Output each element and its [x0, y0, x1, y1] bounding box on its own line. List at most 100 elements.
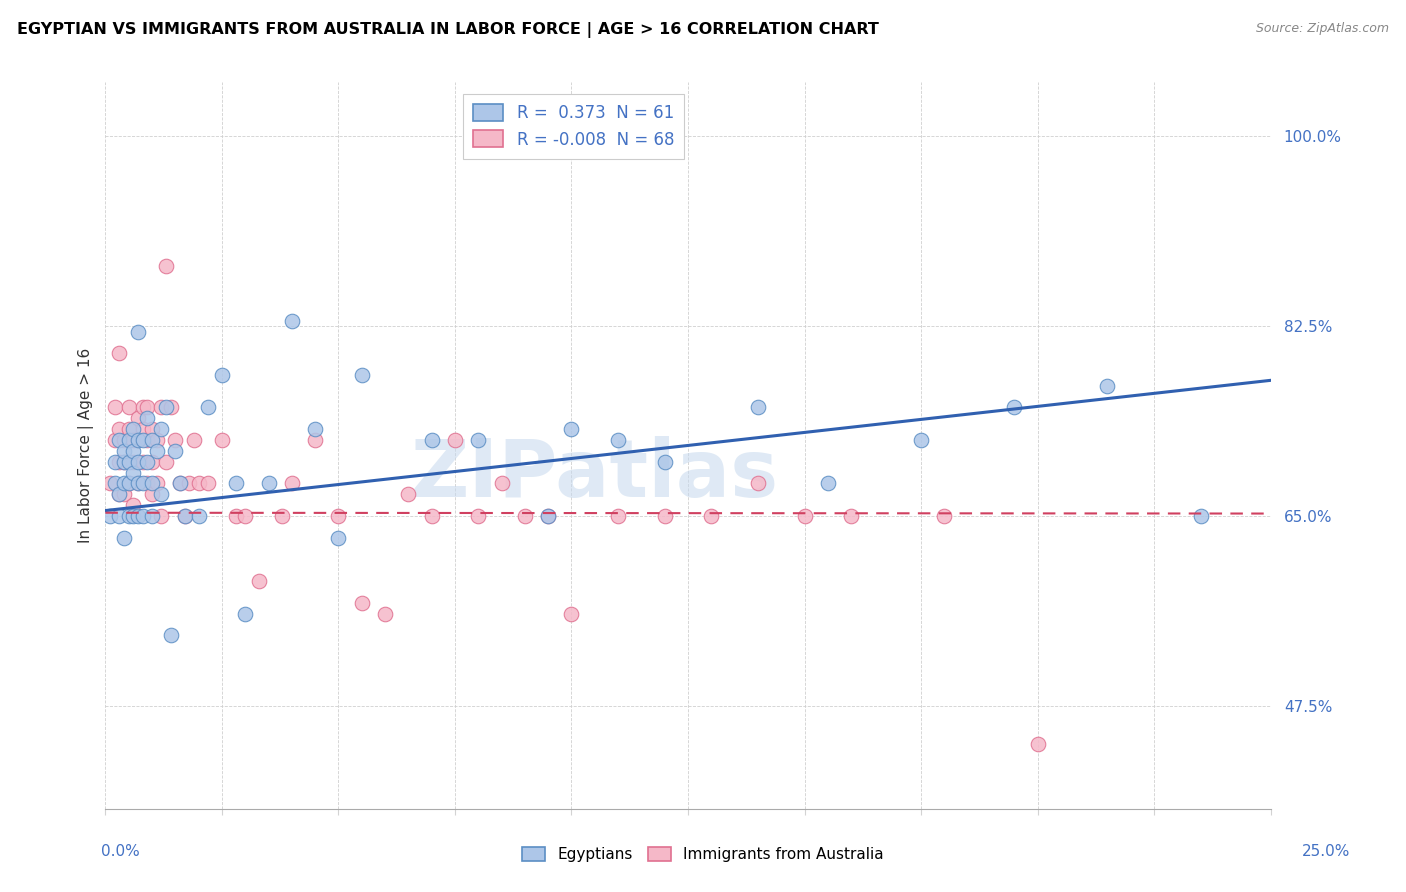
- Point: [122, 498, 145, 512]
- Point: [104, 455, 127, 469]
- Text: Source: ZipAtlas.com: Source: ZipAtlas.com: [1256, 22, 1389, 36]
- Point: [141, 433, 163, 447]
- Point: [839, 508, 862, 523]
- Point: [118, 455, 141, 469]
- Point: [131, 401, 153, 415]
- Point: [169, 476, 191, 491]
- Point: [98, 508, 121, 523]
- Point: [118, 422, 141, 436]
- Point: [122, 422, 145, 436]
- Point: [934, 508, 956, 523]
- Point: [271, 508, 294, 523]
- Point: [159, 401, 181, 415]
- Point: [233, 607, 256, 621]
- Point: [173, 508, 195, 523]
- Point: [607, 508, 630, 523]
- Point: [467, 508, 489, 523]
- Point: [104, 433, 127, 447]
- Point: [141, 476, 163, 491]
- Point: [1097, 378, 1119, 392]
- Point: [131, 508, 153, 523]
- Point: [136, 476, 159, 491]
- Point: [118, 401, 141, 415]
- Point: [155, 260, 177, 274]
- Point: [211, 368, 233, 382]
- Point: [793, 508, 815, 523]
- Point: [108, 487, 131, 501]
- Point: [112, 433, 135, 447]
- Point: [513, 508, 536, 523]
- Point: [537, 508, 560, 523]
- Point: [225, 476, 247, 491]
- Point: [281, 313, 304, 327]
- Point: [127, 433, 149, 447]
- Point: [467, 433, 489, 447]
- Point: [183, 433, 205, 447]
- Point: [700, 508, 723, 523]
- Point: [127, 325, 149, 339]
- Point: [225, 508, 247, 523]
- Point: [607, 433, 630, 447]
- Point: [131, 433, 153, 447]
- Y-axis label: In Labor Force | Age > 16: In Labor Force | Age > 16: [79, 348, 94, 543]
- Point: [108, 508, 131, 523]
- Point: [108, 346, 131, 360]
- Point: [108, 422, 131, 436]
- Point: [169, 476, 191, 491]
- Text: ZIPatlas: ZIPatlas: [411, 435, 779, 514]
- Point: [122, 433, 145, 447]
- Point: [179, 476, 201, 491]
- Point: [165, 433, 187, 447]
- Point: [233, 508, 256, 523]
- Point: [127, 433, 149, 447]
- Point: [560, 422, 582, 436]
- Point: [98, 476, 121, 491]
- Point: [197, 476, 219, 491]
- Point: [654, 455, 676, 469]
- Point: [127, 508, 149, 523]
- Point: [108, 487, 131, 501]
- Point: [112, 531, 135, 545]
- Point: [1026, 737, 1049, 751]
- Point: [187, 476, 209, 491]
- Point: [150, 487, 173, 501]
- Point: [127, 476, 149, 491]
- Point: [122, 466, 145, 480]
- Point: [491, 476, 513, 491]
- Point: [1189, 508, 1212, 523]
- Point: [118, 476, 141, 491]
- Point: [127, 476, 149, 491]
- Point: [350, 596, 373, 610]
- Point: [420, 433, 443, 447]
- Point: [131, 476, 153, 491]
- Point: [122, 508, 145, 523]
- Point: [817, 476, 839, 491]
- Point: [173, 508, 195, 523]
- Point: [155, 455, 177, 469]
- Point: [136, 411, 159, 425]
- Point: [108, 455, 131, 469]
- Point: [560, 607, 582, 621]
- Point: [304, 433, 326, 447]
- Point: [112, 443, 135, 458]
- Point: [112, 455, 135, 469]
- Point: [122, 455, 145, 469]
- Point: [747, 401, 769, 415]
- Point: [396, 487, 419, 501]
- Point: [112, 487, 135, 501]
- Text: EGYPTIAN VS IMMIGRANTS FROM AUSTRALIA IN LABOR FORCE | AGE > 16 CORRELATION CHAR: EGYPTIAN VS IMMIGRANTS FROM AUSTRALIA IN…: [17, 22, 879, 38]
- Point: [211, 433, 233, 447]
- Point: [112, 476, 135, 491]
- Point: [131, 455, 153, 469]
- Point: [304, 422, 326, 436]
- Point: [136, 433, 159, 447]
- Point: [108, 433, 131, 447]
- Point: [112, 455, 135, 469]
- Point: [1002, 401, 1025, 415]
- Point: [118, 508, 141, 523]
- Point: [159, 628, 181, 642]
- Point: [145, 476, 167, 491]
- Point: [654, 508, 676, 523]
- Point: [197, 401, 219, 415]
- Point: [420, 508, 443, 523]
